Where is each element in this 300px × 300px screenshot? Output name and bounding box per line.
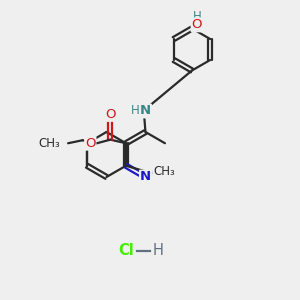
Text: O: O — [105, 108, 116, 121]
Text: H: H — [130, 104, 139, 118]
Text: Cl: Cl — [118, 243, 134, 258]
Text: CH₃: CH₃ — [153, 165, 175, 178]
Text: H: H — [153, 243, 164, 258]
Text: H: H — [192, 10, 201, 23]
Text: N: N — [140, 104, 151, 118]
Text: O: O — [191, 18, 202, 32]
Text: O: O — [85, 137, 95, 150]
Text: CH₃: CH₃ — [38, 137, 60, 150]
Text: N: N — [140, 170, 151, 184]
